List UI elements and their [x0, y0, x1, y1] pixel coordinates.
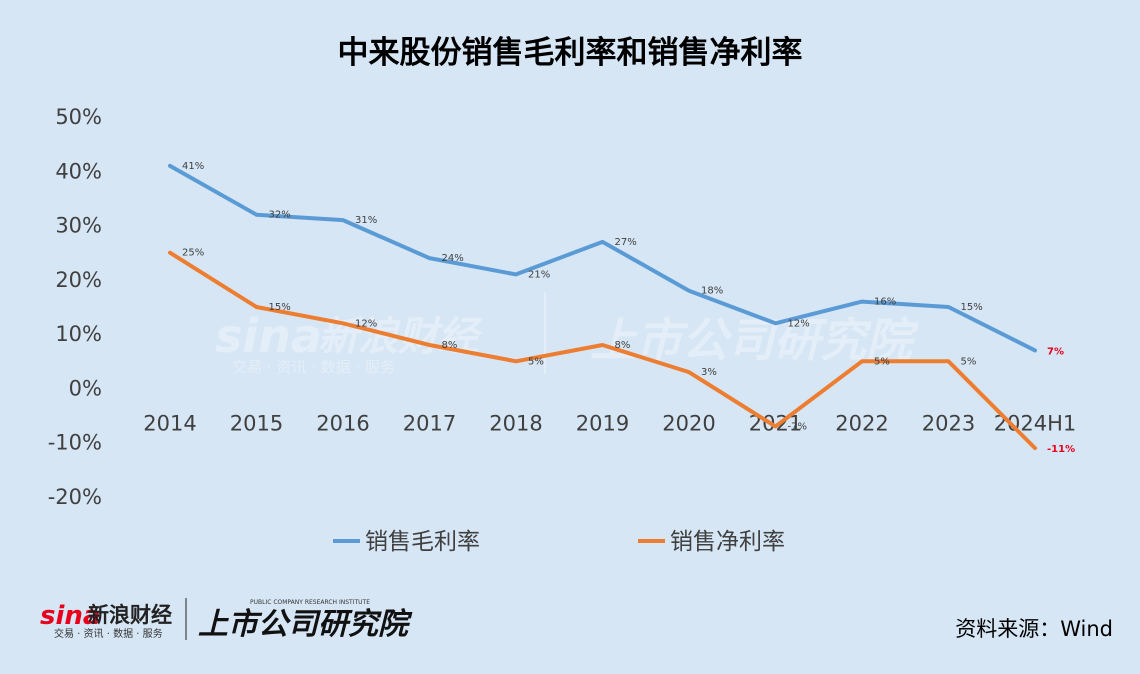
- data-label: 7%: [1047, 346, 1064, 357]
- x-axis: 2014 2015 2016 2017 2018 2019 2020 2021 2022 2023…: [143, 411, 1076, 435]
- data-label: 15%: [961, 302, 983, 313]
- watermark-sina-tagline: 交易 · 资讯 · 数据 · 服务: [232, 358, 395, 376]
- data-label: 16%: [874, 297, 896, 308]
- y-tick-label: 10%: [55, 322, 102, 346]
- sina-logo-name: 新浪财经: [88, 603, 172, 627]
- data-label: 25%: [182, 248, 204, 259]
- x-tick-label: 2022: [835, 411, 888, 435]
- data-labels: 41% 32% 31% 24% 21% 27% 18% 12% 16% 15% 7% 25% 15% 12…: [182, 161, 1075, 455]
- footer-logo: sina 新浪财经 交易 · 资讯 · 数据 · 服务 PUBLIC COMPA…: [40, 598, 413, 642]
- watermark: sina 新浪财经 交易 · 资讯 · 数据 · 服务 上市公司研究院: [215, 292, 919, 376]
- data-label: -7%: [788, 421, 807, 432]
- y-tick-label: 20%: [55, 268, 102, 292]
- y-tick-label: 40%: [55, 159, 102, 183]
- x-tick-label: 2023: [922, 411, 975, 435]
- x-tick-label: 2017: [403, 411, 456, 435]
- research-logo-tagline: PUBLIC COMPANY RESEARCH INSTITUTE: [250, 599, 370, 606]
- data-label: 12%: [355, 318, 377, 329]
- sina-logo: sina: [40, 601, 100, 631]
- data-label: 15%: [269, 302, 291, 313]
- data-label: 27%: [615, 237, 637, 248]
- y-tick-label: 0%: [69, 376, 102, 400]
- research-logo: 上市公司研究院: [198, 607, 413, 642]
- data-label: 8%: [615, 340, 631, 351]
- series-line-1: [168, 163, 1037, 353]
- data-label: 3%: [701, 367, 717, 378]
- legend-label-2: 销售净利率: [670, 529, 785, 555]
- y-axis: 50% 40% 30% 20% 10% 0% -10% -20%: [48, 105, 102, 509]
- y-tick-label: -10%: [48, 431, 102, 455]
- data-label: 32%: [269, 210, 291, 221]
- legend-label-1: 销售毛利率: [365, 529, 480, 555]
- source-note: 资料来源：Wind: [955, 617, 1113, 641]
- legend: 销售毛利率 销售净利率: [333, 529, 785, 555]
- y-tick-label: 30%: [55, 214, 102, 238]
- data-label: 41%: [182, 161, 204, 172]
- y-tick-label: 50%: [55, 105, 102, 129]
- sina-logo-tagline: 交易 · 资讯 · 数据 · 服务: [54, 627, 163, 640]
- data-label: 24%: [442, 253, 464, 264]
- x-tick-label: 2020: [662, 411, 715, 435]
- x-tick-label: 2014: [143, 411, 196, 435]
- data-label: -11%: [1047, 444, 1075, 455]
- data-label: 5%: [874, 356, 890, 367]
- x-tick-label: 2018: [489, 411, 542, 435]
- series-line-2: [168, 250, 1037, 451]
- watermark-sina: sina: [215, 309, 322, 363]
- data-label: 18%: [701, 286, 723, 297]
- data-label: 31%: [355, 215, 377, 226]
- data-label: 12%: [788, 318, 810, 329]
- data-label: 5%: [528, 356, 544, 367]
- x-tick-label: 2019: [576, 411, 629, 435]
- x-tick-label: 2016: [316, 411, 369, 435]
- plot-area: [168, 163, 1037, 451]
- chart-title: 中来股份销售毛利率和销售净利率: [338, 35, 803, 71]
- watermark-research: 上市公司研究院: [590, 313, 919, 367]
- data-label: 8%: [442, 340, 458, 351]
- y-tick-label: -20%: [48, 485, 102, 509]
- x-tick-label: 2015: [230, 411, 283, 435]
- data-label: 5%: [961, 356, 977, 367]
- x-tick-label: 2024H1: [994, 411, 1077, 435]
- data-label: 21%: [528, 269, 550, 280]
